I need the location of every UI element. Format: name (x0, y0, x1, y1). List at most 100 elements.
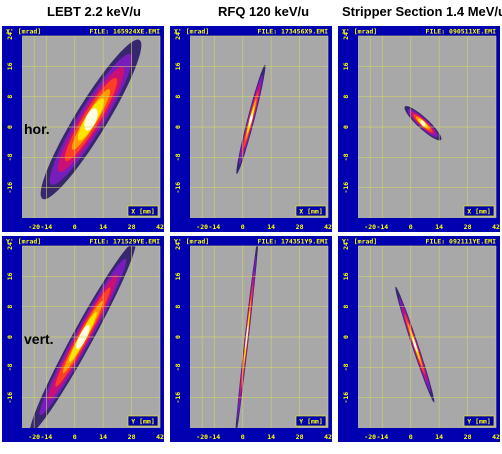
x-tick-label: -20 (364, 223, 376, 231)
x-tick-label: 42 (156, 433, 164, 441)
x-tick-label: 14 (267, 433, 275, 441)
emittance-panel: -20 -14 0 14 28 42 24 16 8 0 -8 -16 X' [mrad] FILE: 0… (338, 26, 500, 232)
y-axis-label: Y' [mrad] (6, 238, 41, 246)
x-axis-label: Y [mm] (467, 418, 490, 426)
x-tick-label: 14 (99, 223, 107, 231)
x-tick-label: 42 (324, 433, 332, 441)
y-tick-label: -8 (342, 153, 350, 161)
y-tick-label: -8 (174, 363, 182, 371)
y-tick-label: 24 (6, 242, 14, 250)
file-label: FILE: 092111YE.EMI (426, 238, 497, 246)
beam-density (236, 64, 266, 174)
y-tick-label: 0 (6, 125, 14, 129)
x-tick-label: 28 (128, 223, 136, 231)
x-axis-label: X [mm] (131, 208, 154, 216)
y-tick-label: 8 (174, 305, 182, 309)
x-tick-label: 42 (492, 433, 500, 441)
y-tick-label: -16 (174, 392, 182, 404)
x-tick-label: 28 (128, 433, 136, 441)
file-label: FILE: 165924XE.EMI (90, 28, 161, 36)
x-tick-label: -20 (28, 223, 40, 231)
x-tick-label: -14 (376, 223, 388, 231)
x-axis-label: Y [mm] (299, 418, 322, 426)
y-tick-label: -16 (6, 182, 14, 194)
x-tick-label: 0 (73, 223, 77, 231)
x-tick-label: 0 (409, 433, 413, 441)
y-tick-label: 8 (6, 95, 14, 99)
y-axis-label: X' [mrad] (174, 28, 209, 36)
y-tick-label: -8 (6, 363, 14, 371)
y-tick-label: -16 (342, 182, 350, 194)
y-tick-label: 16 (174, 62, 182, 70)
y-tick-label: -16 (342, 392, 350, 404)
x-tick-label: -14 (376, 433, 388, 441)
x-tick-label: 14 (99, 433, 107, 441)
x-tick-label: -14 (40, 223, 52, 231)
y-tick-label: 0 (6, 335, 14, 339)
y-tick-label: 16 (6, 272, 14, 280)
emittance-panel: -20 -14 0 14 28 42 24 16 8 0 -8 -16 Y' [mrad] FILE: 1… (170, 236, 332, 442)
x-tick-label: 0 (409, 223, 413, 231)
x-tick-label: -14 (40, 433, 52, 441)
x-tick-label: -20 (364, 433, 376, 441)
y-tick-label: 24 (342, 32, 350, 40)
x-axis-label: X [mm] (467, 208, 490, 216)
column-title-lebt: LEBT 2.2 keV/u (47, 4, 141, 19)
y-tick-label: 8 (342, 305, 350, 309)
x-tick-label: 0 (73, 433, 77, 441)
y-tick-label: 24 (174, 242, 182, 250)
y-tick-label: -8 (6, 153, 14, 161)
x-tick-label: 42 (156, 223, 164, 231)
x-unit-box (127, 205, 159, 217)
x-tick-label: -14 (208, 433, 220, 441)
y-axis-label: X' [mrad] (6, 28, 41, 36)
y-axis-label: X' [mrad] (342, 28, 377, 36)
x-tick-label: -20 (196, 223, 208, 231)
row-label-hor: hor. (24, 121, 50, 137)
beam-density (40, 39, 142, 200)
y-tick-label: 16 (342, 272, 350, 280)
x-tick-label: 28 (296, 433, 304, 441)
file-label: FILE: 173456X9.EMI (258, 28, 329, 36)
x-tick-label: -20 (28, 433, 40, 441)
y-tick-label: 0 (174, 125, 182, 129)
y-tick-label: -8 (342, 363, 350, 371)
y-tick-label: 16 (342, 62, 350, 70)
y-tick-label: 16 (6, 62, 14, 70)
y-tick-label: 24 (342, 242, 350, 250)
file-label: FILE: 174351Y9.EMI (258, 238, 329, 246)
x-axis-label: Y [mm] (131, 418, 154, 426)
x-tick-label: 14 (435, 223, 443, 231)
emittance-panel: -20 -14 0 14 28 42 24 16 8 0 -8 -16 X' [mrad] FILE: 1… (2, 26, 164, 232)
x-unit-box (295, 205, 327, 217)
y-tick-label: 0 (174, 335, 182, 339)
x-unit-box (127, 415, 159, 427)
y-tick-label: 24 (6, 32, 14, 40)
x-tick-label: 28 (296, 223, 304, 231)
density-level (84, 108, 98, 131)
y-tick-label: 24 (174, 32, 182, 40)
x-tick-label: 14 (435, 433, 443, 441)
y-tick-label: -16 (6, 392, 14, 404)
y-tick-label: 16 (174, 272, 182, 280)
x-tick-label: 28 (464, 223, 472, 231)
y-axis-label: Y' [mrad] (342, 238, 377, 246)
y-tick-label: 8 (6, 305, 14, 309)
y-tick-label: 0 (342, 125, 350, 129)
beam-density (404, 106, 442, 141)
file-label: FILE: 090511XE.EMI (426, 28, 497, 36)
y-tick-label: 8 (174, 95, 182, 99)
x-tick-label: 42 (324, 223, 332, 231)
density-level (420, 120, 426, 127)
x-unit-box (295, 415, 327, 427)
density-level (248, 112, 253, 126)
emittance-panel: -20 -14 0 14 28 42 24 16 8 0 -8 -16 Y' [mrad] FILE: 0… (338, 236, 500, 442)
emittance-panel: -20 -14 0 14 28 42 24 16 8 0 -8 -16 X' [mrad] FILE: 1… (170, 26, 332, 232)
x-tick-label: 42 (492, 223, 500, 231)
y-axis-label: Y' [mrad] (174, 238, 209, 246)
x-tick-label: 14 (267, 223, 275, 231)
file-label: FILE: 171529YE.EMI (90, 238, 161, 246)
y-tick-label: -16 (174, 182, 182, 194)
y-tick-label: 0 (342, 335, 350, 339)
